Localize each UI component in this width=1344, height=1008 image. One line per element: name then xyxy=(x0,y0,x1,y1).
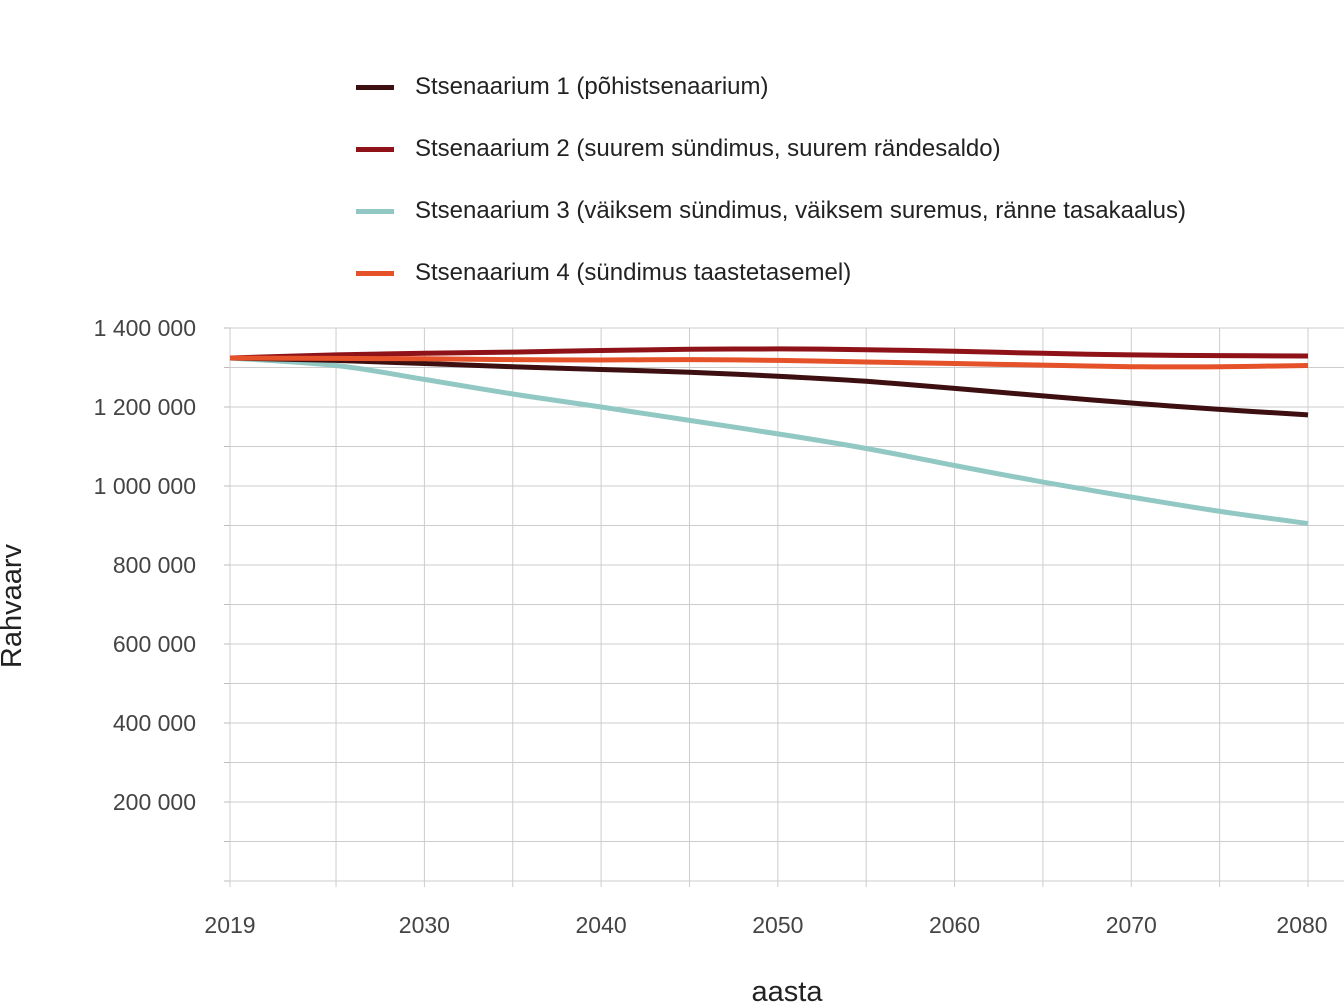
series-line-3 xyxy=(229,355,1309,526)
legend-swatch xyxy=(356,270,394,276)
x-tick-label: 2050 xyxy=(752,912,803,938)
series-lines xyxy=(229,346,1309,526)
legend-item-3: Stsenaarium 3 (väiksem sündimus, väiksem… xyxy=(356,180,1186,242)
x-tick-label: 2070 xyxy=(1106,912,1157,938)
x-tick-label: 2040 xyxy=(576,912,627,938)
chart-legend: Stsenaarium 1 (põhistsenaarium) Stsenaari… xyxy=(356,56,1186,304)
x-tick-label: 2019 xyxy=(204,912,255,938)
x-tick-label: 2080 xyxy=(1276,912,1327,938)
y-tick-label: 1 000 000 xyxy=(94,473,196,499)
y-tick-label: 600 000 xyxy=(113,631,196,657)
legend-item-1: Stsenaarium 1 (põhistsenaarium) xyxy=(356,56,1186,118)
grid-lines xyxy=(224,327,1344,887)
y-axis-title: Rahvaarv xyxy=(0,543,28,668)
legend-label: Stsenaarium 2 (suurem sündimus, suurem r… xyxy=(415,135,1001,162)
y-tick-label: 400 000 xyxy=(113,710,196,736)
y-tick-label: 1 400 000 xyxy=(94,315,196,341)
legend-swatch xyxy=(356,84,394,90)
y-tick-label: 1 200 000 xyxy=(94,394,196,420)
series-line-2 xyxy=(229,346,1309,361)
legend-label: Stsenaarium 3 (väiksem sündimus, väiksem… xyxy=(415,197,1186,224)
legend-label: Stsenaarium 1 (põhistsenaarium) xyxy=(415,73,769,100)
x-tick-label: 2030 xyxy=(399,912,450,938)
legend-swatch xyxy=(356,208,394,214)
y-tick-label: 200 000 xyxy=(113,789,196,815)
x-axis-title: aasta xyxy=(752,976,824,1008)
y-tick-labels: 1 400 000 1 200 000 1 000 000 800 000 600 00… xyxy=(94,315,196,815)
legend-label: Stsenaarium 4 (sündimus taastetasemel) xyxy=(415,259,852,286)
x-tick-label: 2060 xyxy=(929,912,980,938)
legend-item-2: Stsenaarium 2 (suurem sündimus, suurem r… xyxy=(356,118,1186,180)
legend-swatch xyxy=(356,146,394,152)
series-line-1 xyxy=(229,355,1309,418)
series-line-4 xyxy=(229,355,1309,370)
x-tick-labels: 2019 2030 2040 2050 2060 2070 2080 xyxy=(204,912,1327,938)
y-tick-label: 800 000 xyxy=(113,552,196,578)
legend-item-4: Stsenaarium 4 (sündimus taastetasemel) xyxy=(356,242,1186,304)
